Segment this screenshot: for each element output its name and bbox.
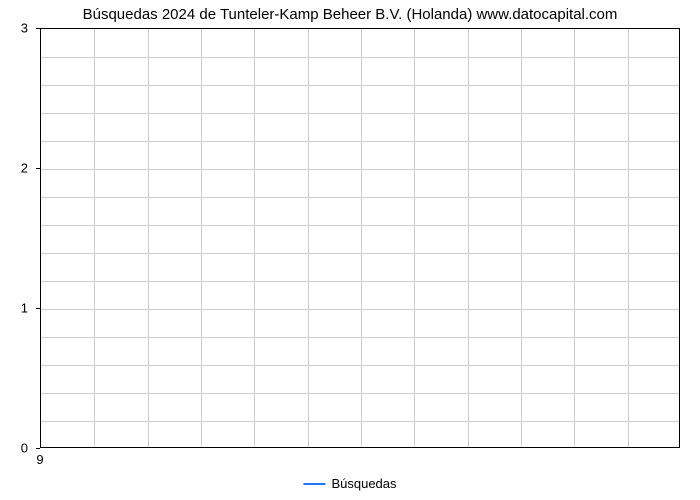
gridline-horizontal xyxy=(41,281,679,282)
y-tick-mark xyxy=(36,308,40,309)
gridline-horizontal xyxy=(41,113,679,114)
gridline-vertical xyxy=(414,29,415,447)
plot-area xyxy=(40,28,680,448)
gridline-horizontal xyxy=(41,421,679,422)
legend-line-swatch xyxy=(303,483,325,485)
gridline-vertical xyxy=(254,29,255,447)
x-tick-label: 9 xyxy=(36,452,43,467)
legend-label: Búsquedas xyxy=(331,476,396,491)
gridline-horizontal xyxy=(41,169,679,170)
chart-title: Búsquedas 2024 de Tunteler-Kamp Beheer B… xyxy=(0,6,700,23)
y-tick-mark xyxy=(36,448,40,449)
gridline-horizontal xyxy=(41,57,679,58)
gridline-vertical xyxy=(521,29,522,447)
gridline-horizontal xyxy=(41,309,679,310)
gridline-vertical xyxy=(628,29,629,447)
y-tick-label: 2 xyxy=(0,161,28,176)
y-tick-mark xyxy=(36,28,40,29)
gridline-horizontal xyxy=(41,197,679,198)
gridline-vertical xyxy=(468,29,469,447)
gridline-horizontal xyxy=(41,225,679,226)
gridline-horizontal xyxy=(41,337,679,338)
gridline-vertical xyxy=(574,29,575,447)
y-tick-label: 1 xyxy=(0,301,28,316)
legend: Búsquedas xyxy=(303,476,396,491)
gridline-vertical xyxy=(308,29,309,447)
y-tick-mark xyxy=(36,168,40,169)
chart-root: Búsquedas 2024 de Tunteler-Kamp Beheer B… xyxy=(0,0,700,500)
gridline-horizontal xyxy=(41,393,679,394)
gridline-vertical xyxy=(94,29,95,447)
gridline-horizontal xyxy=(41,365,679,366)
gridline-vertical xyxy=(148,29,149,447)
y-tick-label: 3 xyxy=(0,21,28,36)
gridline-horizontal xyxy=(41,85,679,86)
gridline-horizontal xyxy=(41,253,679,254)
gridline-horizontal xyxy=(41,141,679,142)
y-tick-label: 0 xyxy=(0,441,28,456)
gridline-vertical xyxy=(201,29,202,447)
gridline-vertical xyxy=(361,29,362,447)
